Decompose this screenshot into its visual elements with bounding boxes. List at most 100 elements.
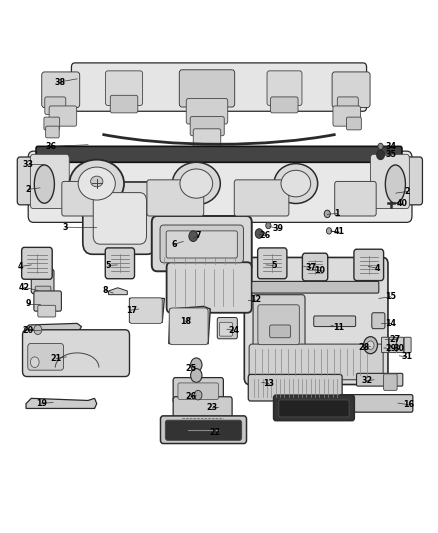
Ellipse shape xyxy=(281,170,311,197)
Circle shape xyxy=(189,231,198,241)
FancyBboxPatch shape xyxy=(400,157,423,205)
FancyBboxPatch shape xyxy=(404,337,411,353)
FancyBboxPatch shape xyxy=(110,95,138,113)
Text: 13: 13 xyxy=(263,379,274,388)
FancyBboxPatch shape xyxy=(173,397,232,423)
FancyBboxPatch shape xyxy=(384,374,397,390)
FancyBboxPatch shape xyxy=(270,325,290,338)
Circle shape xyxy=(34,325,42,335)
FancyBboxPatch shape xyxy=(302,253,328,281)
FancyBboxPatch shape xyxy=(166,262,252,313)
Text: 4: 4 xyxy=(374,264,380,272)
Text: 4: 4 xyxy=(18,262,24,271)
Circle shape xyxy=(364,337,378,354)
FancyBboxPatch shape xyxy=(166,231,237,258)
Text: 16: 16 xyxy=(403,400,414,409)
Text: 21: 21 xyxy=(50,354,62,363)
FancyBboxPatch shape xyxy=(186,99,228,124)
FancyBboxPatch shape xyxy=(333,106,360,126)
FancyBboxPatch shape xyxy=(248,374,342,401)
FancyBboxPatch shape xyxy=(253,295,305,350)
FancyBboxPatch shape xyxy=(165,420,242,440)
FancyBboxPatch shape xyxy=(173,377,223,403)
FancyBboxPatch shape xyxy=(234,180,289,216)
Ellipse shape xyxy=(70,160,124,207)
FancyBboxPatch shape xyxy=(93,192,147,244)
Circle shape xyxy=(255,229,263,238)
Circle shape xyxy=(191,358,202,372)
FancyBboxPatch shape xyxy=(271,97,298,113)
Circle shape xyxy=(367,341,374,350)
FancyBboxPatch shape xyxy=(244,257,388,384)
FancyBboxPatch shape xyxy=(45,97,66,115)
Text: 28: 28 xyxy=(359,343,370,352)
FancyBboxPatch shape xyxy=(274,395,354,421)
Text: 5: 5 xyxy=(271,261,277,270)
Ellipse shape xyxy=(91,176,103,187)
FancyBboxPatch shape xyxy=(252,281,379,293)
Ellipse shape xyxy=(34,165,54,203)
Text: 35: 35 xyxy=(386,150,397,159)
Text: 15: 15 xyxy=(385,292,396,301)
FancyBboxPatch shape xyxy=(357,373,403,386)
Text: 29: 29 xyxy=(385,344,396,353)
Text: 9: 9 xyxy=(25,299,31,308)
Circle shape xyxy=(30,357,39,368)
Polygon shape xyxy=(25,324,81,334)
FancyBboxPatch shape xyxy=(105,248,134,279)
FancyBboxPatch shape xyxy=(152,216,252,271)
FancyBboxPatch shape xyxy=(258,305,299,345)
FancyBboxPatch shape xyxy=(30,155,69,208)
FancyBboxPatch shape xyxy=(71,63,367,111)
FancyBboxPatch shape xyxy=(178,383,219,399)
Text: 6: 6 xyxy=(172,240,177,249)
FancyBboxPatch shape xyxy=(339,394,413,412)
FancyBboxPatch shape xyxy=(217,318,237,339)
Circle shape xyxy=(378,143,383,150)
FancyBboxPatch shape xyxy=(62,181,103,216)
FancyBboxPatch shape xyxy=(372,313,385,329)
Polygon shape xyxy=(109,288,127,295)
Text: 27: 27 xyxy=(389,335,400,344)
Text: 37: 37 xyxy=(305,263,316,272)
Text: 7: 7 xyxy=(195,231,201,240)
Text: 41: 41 xyxy=(334,228,345,237)
Text: 39: 39 xyxy=(273,224,284,233)
FancyBboxPatch shape xyxy=(249,344,383,379)
Circle shape xyxy=(377,150,385,160)
Ellipse shape xyxy=(172,163,220,205)
FancyBboxPatch shape xyxy=(38,305,56,317)
Text: 31: 31 xyxy=(401,352,412,361)
Text: 36: 36 xyxy=(46,142,57,151)
FancyBboxPatch shape xyxy=(160,225,244,263)
FancyBboxPatch shape xyxy=(337,97,358,115)
FancyBboxPatch shape xyxy=(83,182,156,254)
FancyBboxPatch shape xyxy=(267,71,302,106)
Text: 26: 26 xyxy=(185,392,196,401)
Text: 20: 20 xyxy=(23,326,34,335)
Text: 34: 34 xyxy=(386,142,397,151)
Text: 10: 10 xyxy=(314,266,325,274)
Text: 2: 2 xyxy=(404,187,410,196)
FancyBboxPatch shape xyxy=(179,70,235,107)
FancyBboxPatch shape xyxy=(354,249,384,280)
Text: 8: 8 xyxy=(102,286,108,295)
FancyBboxPatch shape xyxy=(31,269,54,294)
FancyBboxPatch shape xyxy=(22,330,130,376)
Text: 33: 33 xyxy=(23,160,34,169)
FancyBboxPatch shape xyxy=(49,106,77,126)
FancyBboxPatch shape xyxy=(219,322,233,336)
Text: 42: 42 xyxy=(18,282,29,292)
FancyBboxPatch shape xyxy=(258,248,287,279)
FancyBboxPatch shape xyxy=(397,337,404,353)
FancyBboxPatch shape xyxy=(332,72,370,108)
Polygon shape xyxy=(169,306,210,344)
Text: 30: 30 xyxy=(394,344,405,353)
FancyBboxPatch shape xyxy=(28,151,412,222)
FancyBboxPatch shape xyxy=(314,316,356,327)
Text: 3: 3 xyxy=(63,223,68,232)
FancyBboxPatch shape xyxy=(17,157,40,205)
FancyBboxPatch shape xyxy=(279,400,349,417)
Text: 2: 2 xyxy=(25,185,31,194)
Text: 22: 22 xyxy=(209,428,220,437)
